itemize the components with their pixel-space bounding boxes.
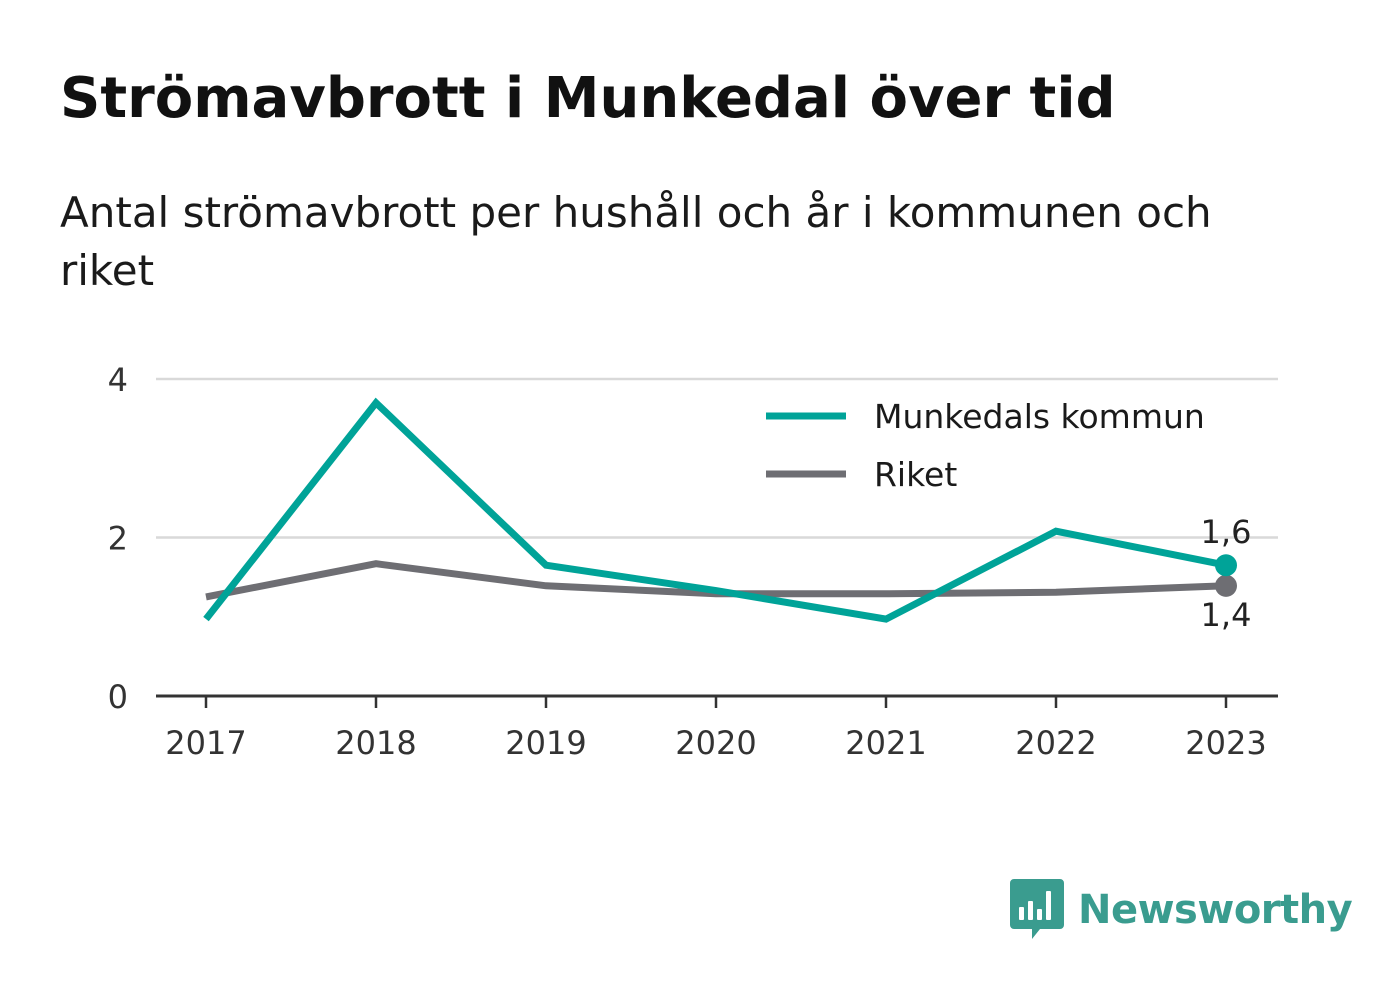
brand-name: Newsworthy (1078, 887, 1353, 933)
legend-label-riket: Riket (874, 455, 957, 494)
x-tick-label: 2020 (675, 724, 756, 762)
chart-title: Strömavbrott i Munkedal över tid (60, 66, 1116, 131)
x-tick-label: 2017 (165, 724, 246, 762)
x-tick-label: 2022 (1015, 724, 1096, 762)
x-tick-label: 2019 (505, 724, 586, 762)
legend: Munkedals kommun Riket (766, 397, 1205, 494)
brand-logo: Newsworthy (1010, 878, 1353, 942)
chart-subtitle: Antal strömavbrott per hushåll och år i … (60, 188, 1212, 295)
y-tick-label: 0 (108, 678, 128, 716)
y-axis: 0 2 4 (108, 361, 128, 716)
legend-label-munkedal: Munkedals kommun (874, 397, 1205, 436)
x-axis (156, 694, 1278, 708)
x-tick-label: 2023 (1185, 724, 1266, 762)
end-label-munkedal: 1,6 (1201, 513, 1252, 551)
y-tick-label: 4 (108, 361, 128, 399)
data-labels: 1,6 1,4 (1201, 513, 1252, 634)
newsworthy-logo-icon (1010, 879, 1064, 939)
series-line-munkedal (203, 397, 1227, 623)
end-label-riket: 1,4 (1201, 596, 1252, 634)
series-lines (203, 397, 1227, 623)
x-tick-label: 2018 (335, 724, 416, 762)
end-point-riket (1215, 574, 1237, 597)
x-tick-label: 2021 (845, 724, 926, 762)
end-points (1215, 554, 1237, 597)
y-tick-label: 2 (108, 520, 128, 558)
x-axis-labels: 2017 2018 2019 2020 2021 2022 2023 (165, 724, 1266, 762)
end-point-munkedal (1215, 554, 1237, 577)
